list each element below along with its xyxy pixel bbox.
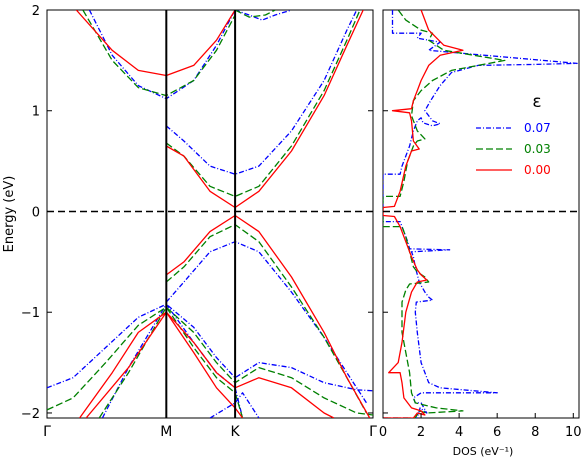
y-axis-label: Energy (eV) [2, 176, 17, 253]
legend: ε 0.07 0.03 0.00 [476, 92, 551, 177]
band-curve-0.07 [165, 241, 368, 404]
band-plot-frame [46, 9, 374, 419]
band-curve-0.07 [209, 392, 260, 418]
x-tick-label: 4 [455, 425, 463, 440]
dos-curve-0.00 [383, 10, 464, 418]
band-curve-0.00 [165, 10, 364, 209]
dos-axes: 0 2 4 6 8 10 [379, 9, 581, 440]
band-curve-0.00 [165, 214, 371, 418]
band-curve-0.03 [165, 10, 361, 198]
x-tick-label: 2 [417, 425, 425, 440]
x-tick-label: 8 [531, 425, 539, 440]
dos-plot-frame [382, 9, 580, 419]
dos-curve-0.03 [383, 10, 506, 418]
band-curve-0.00 [85, 311, 244, 418]
band-curve-0.03 [47, 306, 373, 416]
legend-label: 0.00 [524, 163, 551, 177]
band-axes: Γ M K Γ 2 1 0 −1 −2 [21, 4, 377, 440]
dos-panel: 0 2 4 6 8 10 DOS (eV⁻¹) ε 0.07 0.03 0.00 [379, 9, 581, 458]
band-curve-0.03 [234, 10, 276, 18]
band-curve-0.07 [88, 10, 236, 100]
band-curve-0.07 [47, 303, 373, 392]
band-curve-0.00 [75, 10, 236, 77]
x-tick-label: Γ [369, 424, 377, 440]
x-axis-label: DOS (eV⁻¹) [453, 445, 514, 458]
x-tick-label: 10 [565, 425, 581, 440]
y-tick-label: 0 [32, 205, 40, 220]
x-tick-label: Γ [43, 424, 51, 440]
y-tick-label: 2 [32, 4, 40, 19]
band-curve-0.07 [165, 10, 358, 175]
x-tick-label: K [231, 424, 241, 440]
band-curve-0.00 [79, 311, 335, 418]
legend-title: ε [532, 92, 541, 112]
y-tick-label: −1 [21, 306, 40, 321]
legend-label: 0.03 [524, 142, 551, 156]
band-curves [47, 10, 373, 418]
dos-curve-0.07 [383, 10, 578, 418]
x-tick-label: 6 [493, 425, 501, 440]
band-curve-0.03 [98, 306, 244, 418]
y-tick-label: 1 [32, 105, 40, 120]
x-tick-label: 0 [379, 425, 387, 440]
dos-curves [383, 10, 578, 418]
legend-label: 0.07 [524, 121, 551, 135]
band-structure-panel: Γ M K Γ 2 1 0 −1 −2 Energy (eV) [2, 4, 377, 440]
band-curve-0.03 [165, 223, 368, 414]
y-tick-label: −2 [21, 407, 40, 422]
x-tick-label: M [160, 424, 172, 440]
